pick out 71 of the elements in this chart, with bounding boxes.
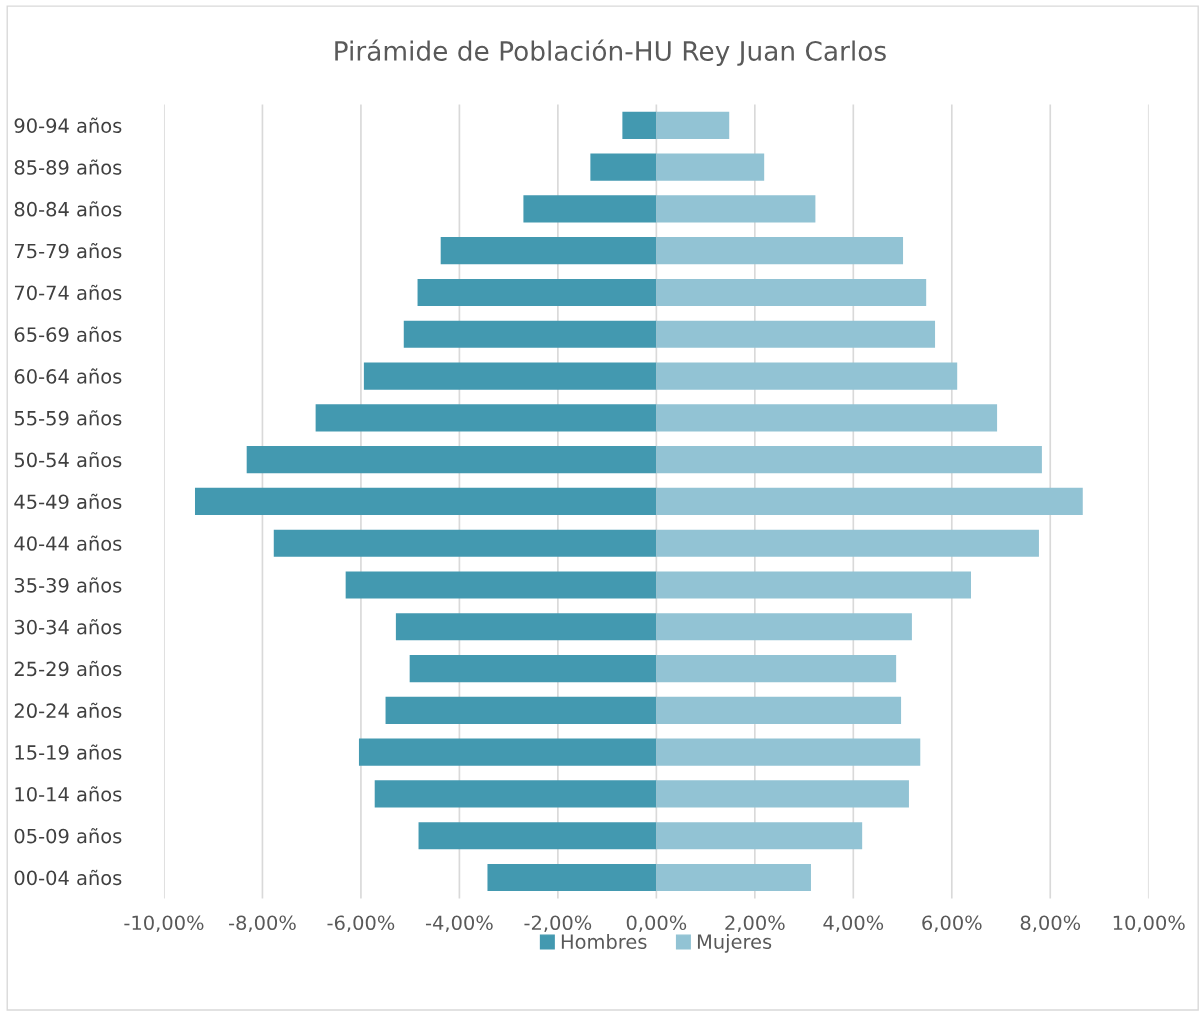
bar xyxy=(656,237,904,265)
y-tick-label: 25-29 años xyxy=(14,660,122,677)
bar xyxy=(656,446,1042,474)
bar xyxy=(656,780,909,808)
bar xyxy=(417,278,657,307)
y-tick-label: 00-04 años xyxy=(14,869,122,886)
bar xyxy=(656,404,998,432)
bar xyxy=(656,320,936,348)
y-tick-label: 10-14 años xyxy=(15,786,122,802)
bar xyxy=(656,613,912,641)
y-tick-label: 50-54 años xyxy=(14,451,122,468)
bar xyxy=(440,237,657,265)
bar xyxy=(523,195,657,223)
y-tick-label: 05-09 años xyxy=(14,828,122,844)
bar xyxy=(656,153,765,181)
y-tick-label: 15-19 años xyxy=(15,744,122,760)
bar xyxy=(590,153,657,181)
bar xyxy=(418,822,657,850)
bar xyxy=(656,111,730,139)
y-tick-label: 65-69 años xyxy=(14,326,122,342)
bar xyxy=(656,654,897,683)
bar xyxy=(656,195,816,223)
bar xyxy=(656,696,902,724)
x-tick-label: 6,00% xyxy=(922,915,982,933)
y-tick-label: 55-59 años xyxy=(14,410,122,426)
bar xyxy=(656,362,958,390)
bar xyxy=(622,111,657,139)
bar xyxy=(656,487,1083,515)
bar xyxy=(246,446,657,474)
x-tick-label: 2,00% xyxy=(725,915,785,933)
y-tick-label: 45-49 años xyxy=(14,493,122,510)
x-tick-label: -2,00% xyxy=(524,915,592,933)
legend-label: Hombres xyxy=(561,933,647,950)
chart-title: Pirámide de Población-HU Rey Juan Carlos xyxy=(335,39,886,67)
bar xyxy=(403,320,657,348)
x-tick-label: -8,00% xyxy=(229,915,296,933)
bar xyxy=(273,529,657,557)
x-tick-label: 0,00% xyxy=(626,915,687,933)
bar xyxy=(363,362,657,390)
y-tick-label: 90-94 años xyxy=(14,117,122,133)
y-tick-label: 80-84 años xyxy=(14,201,122,217)
y-tick-label: 60-64 años xyxy=(14,368,122,384)
x-tick-label: 4,00% xyxy=(823,915,884,933)
y-tick-label: 30-34 años xyxy=(14,619,122,635)
bar xyxy=(345,571,657,599)
y-tick-label: 40-44 años xyxy=(14,535,122,551)
bar xyxy=(656,738,921,766)
y-tick-label: 85-89 años xyxy=(14,159,122,175)
legend-label: Mujeres xyxy=(697,933,772,953)
x-tick-label: -6,00% xyxy=(327,915,395,933)
bar xyxy=(374,780,657,808)
x-tick-label: 10,00% xyxy=(1113,915,1185,933)
bar xyxy=(656,822,863,850)
bar xyxy=(487,863,657,892)
bar xyxy=(656,278,927,307)
x-tick-label: 8,00% xyxy=(1020,915,1081,933)
y-tick-label: 20-24 años xyxy=(14,702,122,719)
bar xyxy=(315,404,657,432)
y-tick-label: 75-79 años xyxy=(14,242,122,259)
x-tick-label: -10,00% xyxy=(124,915,204,933)
x-tick-label: -4,00% xyxy=(425,915,493,933)
bar xyxy=(656,863,811,892)
bar xyxy=(656,571,971,599)
bar xyxy=(409,654,657,683)
bar xyxy=(395,613,657,641)
bar xyxy=(385,696,657,724)
y-tick-label: 70-74 años xyxy=(14,284,122,301)
bar xyxy=(358,738,657,766)
bar xyxy=(194,487,657,515)
bar xyxy=(656,529,1039,557)
y-tick-label: 35-39 años xyxy=(14,577,122,593)
